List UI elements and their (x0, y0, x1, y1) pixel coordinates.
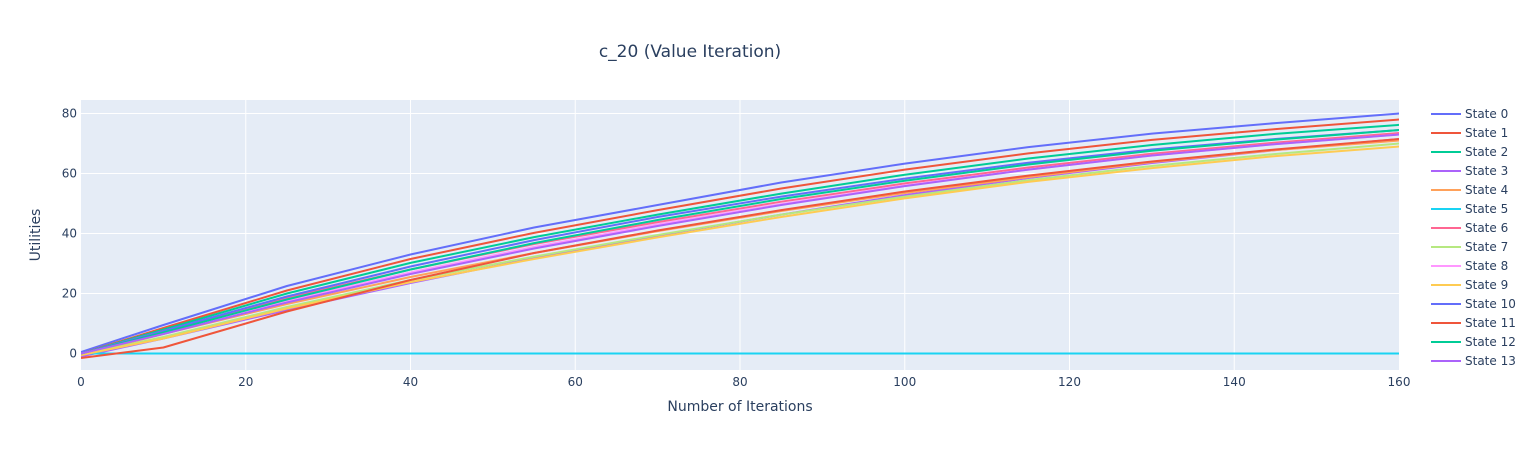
legend-label: State 3 (1465, 164, 1508, 178)
y-tick-label: 60 (62, 167, 77, 181)
legend-label: State 10 (1465, 297, 1516, 311)
legend-label: State 1 (1465, 126, 1508, 140)
y-axis-ticks: 0 20 40 60 80 (62, 107, 77, 361)
x-tick-label: 40 (403, 375, 418, 389)
x-axis-title: Number of Iterations (667, 399, 812, 415)
y-tick-label: 40 (62, 227, 77, 241)
legend-label: State 0 (1465, 107, 1508, 121)
legend-item-state-4[interactable]: State 4 (1431, 183, 1508, 197)
legend-label: State 13 (1465, 354, 1516, 368)
legend[interactable]: State 0 State 1 State 2 State 3 State 4 State… (1431, 107, 1516, 368)
legend-item-state-6[interactable]: State 6 (1431, 221, 1508, 235)
legend-item-state-12[interactable]: State 12 (1431, 335, 1516, 349)
legend-label: State 11 (1465, 316, 1516, 330)
x-tick-label: 20 (238, 375, 253, 389)
legend-label: State 7 (1465, 240, 1508, 254)
series-line-state-1 (81, 118, 1399, 355)
x-tick-label: 80 (732, 375, 747, 389)
legend-item-state-0[interactable]: State 0 (1431, 107, 1508, 121)
series-line-state-9 (81, 145, 1399, 356)
y-axis-title: Utilities (28, 209, 44, 262)
x-tick-label: 120 (1058, 375, 1081, 389)
legend-item-state-7[interactable]: State 7 (1431, 240, 1508, 254)
legend-label: State 9 (1465, 278, 1508, 292)
series-line-state-13 (81, 133, 1399, 355)
series-line-state-11 (81, 138, 1399, 359)
y-tick-label: 20 (62, 287, 77, 301)
chart-title: c_20 (Value Iteration) (599, 42, 781, 62)
legend-label: State 8 (1465, 259, 1508, 273)
legend-item-state-5[interactable]: State 5 (1431, 202, 1508, 216)
legend-item-state-13[interactable]: State 13 (1431, 354, 1516, 368)
x-tick-label: 160 (1388, 375, 1411, 389)
y-tick-label: 80 (62, 107, 77, 121)
series-lines (81, 112, 1399, 359)
legend-item-state-11[interactable]: State 11 (1431, 316, 1516, 330)
x-axis-ticks: 0 20 40 60 80 100 120 140 160 (77, 375, 1410, 389)
series-line-state-6 (81, 132, 1399, 355)
series-line-state-7 (81, 142, 1399, 356)
legend-item-state-9[interactable]: State 9 (1431, 278, 1508, 292)
x-tick-label: 140 (1223, 375, 1246, 389)
x-tick-label: 100 (893, 375, 916, 389)
legend-label: State 6 (1465, 221, 1508, 235)
y-tick-label: 0 (69, 347, 77, 361)
legend-label: State 2 (1465, 145, 1508, 159)
legend-item-state-1[interactable]: State 1 (1431, 126, 1508, 140)
series-line-state-2 (81, 123, 1399, 355)
legend-item-state-8[interactable]: State 8 (1431, 259, 1508, 273)
series-line-state-10 (81, 129, 1399, 355)
legend-label: State 4 (1465, 183, 1508, 197)
legend-item-state-2[interactable]: State 2 (1431, 145, 1508, 159)
x-tick-label: 60 (568, 375, 583, 389)
legend-item-state-3[interactable]: State 3 (1431, 164, 1508, 178)
series-line-state-12 (81, 129, 1399, 355)
x-tick-label: 0 (77, 375, 85, 389)
legend-item-state-10[interactable]: State 10 (1431, 297, 1516, 311)
legend-label: State 12 (1465, 335, 1516, 349)
series-line-state-0 (81, 112, 1399, 353)
legend-label: State 5 (1465, 202, 1508, 216)
